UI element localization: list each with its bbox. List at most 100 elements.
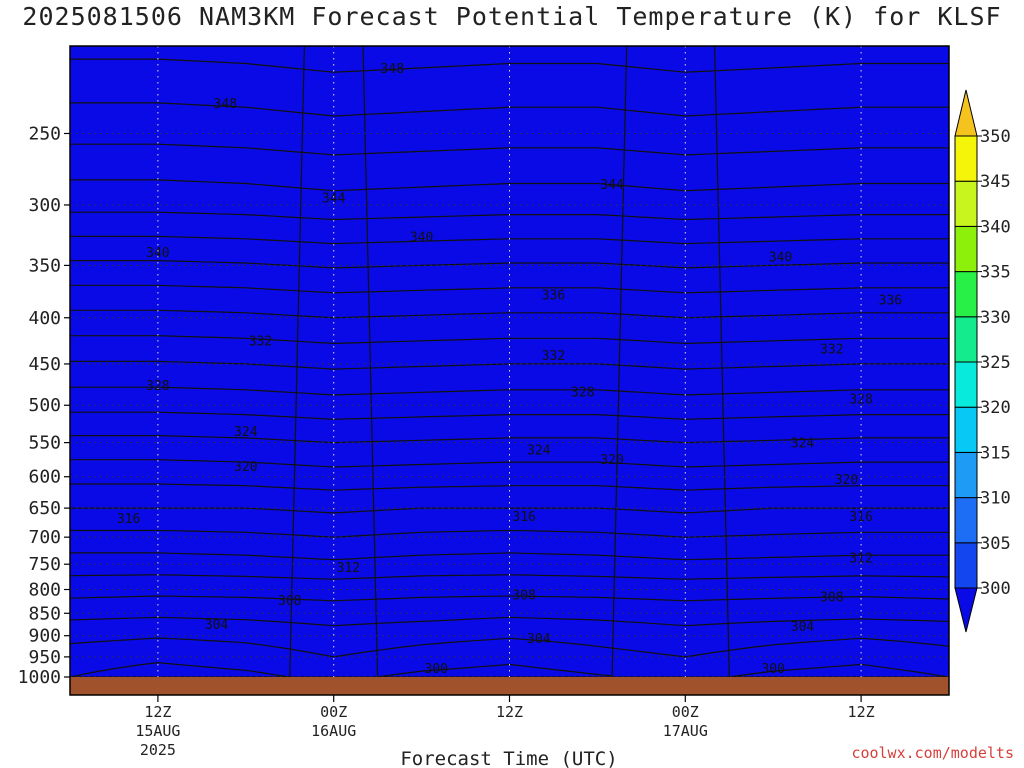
colorbar-swatch <box>954 180 978 227</box>
y-tick-label: 500 <box>28 395 61 416</box>
contour-label: 344 <box>600 178 624 193</box>
colorbar-max-arrow <box>954 89 978 137</box>
x-tick-label: 16AUG <box>311 722 356 740</box>
colorbar-swatch <box>954 497 978 544</box>
y-axis-ticks: 2503003504004505005506006507007508008509… <box>18 123 70 688</box>
contour-label: 320 <box>835 473 858 488</box>
contour-labels: 348 348 344 344 340 340 340 336 336 332 332 332 328 3… <box>117 62 902 677</box>
contour-line <box>70 284 949 294</box>
contour-label: 316 <box>849 510 872 525</box>
contour-line <box>70 529 949 538</box>
contour-line <box>70 386 949 396</box>
colorbar-swatch <box>954 225 978 273</box>
x-axis-label: Forecast Time (UTC) <box>400 748 617 768</box>
theta-fill-bands <box>70 46 949 677</box>
x-tick-label: 00Z <box>320 703 347 721</box>
contour-line <box>70 595 949 602</box>
colorbar-tick-label: 310 <box>980 489 1011 509</box>
contour-label: 304 <box>205 618 229 633</box>
y-tick-label: 600 <box>28 467 61 488</box>
contour-label: 312 <box>337 561 360 576</box>
colorbar-swatch <box>954 406 978 453</box>
colorbar-tick-label: 305 <box>980 534 1011 554</box>
y-tick-label: 550 <box>28 433 61 454</box>
contour-label: 348 <box>381 62 404 77</box>
y-tick-label: 300 <box>28 195 61 216</box>
colorbar-tick-label: 315 <box>980 443 1011 463</box>
contour-label: 316 <box>512 510 535 525</box>
contour-label: 308 <box>512 588 535 603</box>
x-tick-label: 00Z <box>672 703 699 721</box>
chart-title: 2025081506 NAM3KM Forecast Potential Tem… <box>22 2 1002 31</box>
y-tick-label: 800 <box>28 580 61 601</box>
contour-label: 312 <box>849 551 872 566</box>
y-tick-label: 900 <box>28 626 61 647</box>
contour-label: 332 <box>820 343 843 358</box>
contour-label: 324 <box>234 425 258 440</box>
contour-line <box>70 143 949 156</box>
contour-label: 328 <box>146 379 169 394</box>
grid-lines <box>70 46 949 678</box>
contour-line <box>70 360 949 370</box>
contour-label: 340 <box>146 246 169 261</box>
x-tick-label: 12Z <box>144 703 171 721</box>
colorbar-swatch <box>954 271 978 318</box>
colorbar-min-arrow <box>954 587 978 633</box>
contour-label: 336 <box>879 294 902 309</box>
contour-label: 320 <box>600 453 623 468</box>
colorbar-tick-label: 335 <box>980 263 1011 283</box>
contour-line <box>70 637 949 658</box>
contour-label: 304 <box>527 632 551 647</box>
contour-label: 328 <box>571 385 594 400</box>
y-tick-label: 450 <box>28 354 61 375</box>
colorbar-tick-label: 345 <box>980 172 1011 192</box>
terrain-bar <box>70 677 949 695</box>
contour-line <box>70 335 949 345</box>
y-tick-label: 350 <box>28 255 61 276</box>
y-tick-label: 700 <box>28 527 61 548</box>
contour-line <box>70 483 949 491</box>
site-credit: coolwx.com/modelts <box>851 744 1014 762</box>
x-tick-label: 17AUG <box>663 722 708 740</box>
contour-line <box>70 58 949 73</box>
x-tick-label: 12Z <box>848 703 875 721</box>
band-fill <box>70 46 949 677</box>
contour-label: 344 <box>322 191 346 206</box>
colorbar-swatch <box>954 451 978 499</box>
contour-label: 300 <box>425 662 448 677</box>
x-tick-label: 15AUG <box>135 722 180 740</box>
contour-label: 336 <box>542 289 565 304</box>
contour-line <box>70 309 949 319</box>
y-tick-label: 950 <box>28 647 61 668</box>
colorbar-swatch <box>954 316 978 363</box>
contour-line <box>70 552 949 561</box>
contour-label: 304 <box>791 620 815 635</box>
contour-label: 300 <box>761 662 784 677</box>
colorbar-tick-label: 340 <box>980 217 1011 237</box>
colorbar-swatch <box>954 542 978 589</box>
contour-line <box>70 179 949 192</box>
contour-label: 340 <box>410 231 433 246</box>
colorbar-swatch <box>954 135 978 182</box>
y-tick-label: 250 <box>28 123 61 144</box>
contour-label: 340 <box>769 250 792 265</box>
contour-label: 316 <box>117 512 140 527</box>
x-tick-label: 2025 <box>140 741 176 759</box>
y-tick-label: 750 <box>28 554 61 575</box>
contour-line <box>70 411 949 420</box>
contour-label: 332 <box>249 335 272 350</box>
contour-label: 348 <box>214 97 237 112</box>
contour-line <box>70 435 949 444</box>
y-tick-label: 400 <box>28 308 61 329</box>
contour-label: 320 <box>234 460 257 475</box>
colorbar-tick-label: 330 <box>980 308 1011 328</box>
contour-label: 332 <box>542 349 565 364</box>
contour-label: 324 <box>791 436 815 451</box>
contour-label: 308 <box>820 590 843 605</box>
y-tick-label: 650 <box>28 498 61 519</box>
colorbar-tick-label: 300 <box>980 579 1011 599</box>
colorbar-tick-label: 350 <box>980 127 1011 147</box>
y-tick-label: 1000 <box>18 667 61 688</box>
